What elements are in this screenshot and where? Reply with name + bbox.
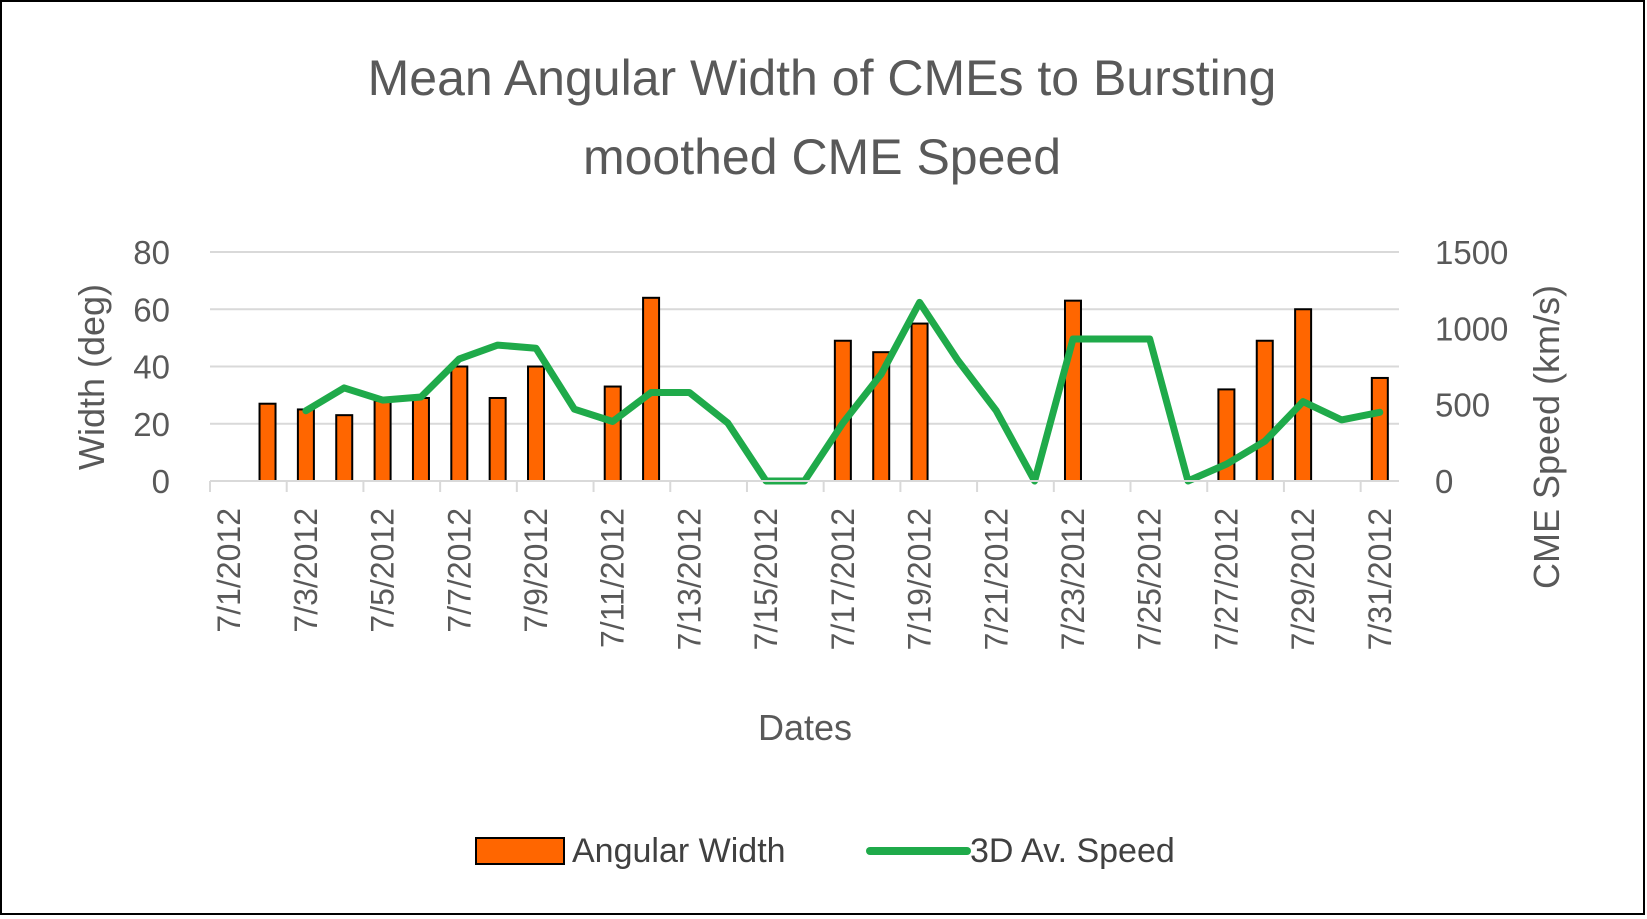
x-tick-label: 7/11/2012 bbox=[595, 508, 631, 648]
bar-angular-width bbox=[258, 402, 277, 482]
x-tick-label: 7/15/2012 bbox=[748, 508, 784, 650]
bar-angular-width bbox=[411, 396, 430, 482]
x-tick-label: 7/21/2012 bbox=[978, 508, 1014, 650]
chart-title-line-2: moothed CME Speed bbox=[583, 129, 1061, 185]
bar-angular-width bbox=[450, 365, 469, 482]
x-tick-label: 7/27/2012 bbox=[1208, 508, 1244, 650]
y-left-tick-label: 80 bbox=[133, 234, 170, 271]
bar-angular-width bbox=[1255, 339, 1274, 482]
x-tick-label: 7/7/2012 bbox=[441, 508, 477, 633]
y-left-tick-label: 60 bbox=[133, 291, 170, 328]
x-tick-label: 7/25/2012 bbox=[1132, 508, 1168, 650]
chart-title-line-1: Mean Angular Width of CMEs to Bursting bbox=[368, 50, 1277, 106]
legend-label-angular-width: Angular Width bbox=[572, 832, 786, 870]
bar-angular-width bbox=[910, 322, 929, 482]
axes: 0 20 40 60 80 0 500 1000 1500 7/1/2012 7/3/2012 7/5… bbox=[133, 234, 1508, 650]
line-3d-av-speed bbox=[302, 298, 1384, 485]
bar-series-angular-width bbox=[258, 296, 1389, 483]
legend-swatch-angular-width bbox=[475, 837, 565, 865]
bar-angular-width bbox=[1063, 299, 1082, 482]
x-tick-label: 7/5/2012 bbox=[365, 508, 401, 633]
bar-angular-width bbox=[1294, 308, 1313, 482]
x-tick-label: 7/19/2012 bbox=[902, 508, 938, 650]
legend-label-3d-av-speed: 3D Av. Speed bbox=[970, 832, 1175, 870]
x-tick-label: 7/1/2012 bbox=[211, 508, 247, 633]
y-right-tick-label: 500 bbox=[1435, 387, 1490, 424]
x-tick-label: 7/9/2012 bbox=[518, 508, 554, 633]
x-tick-label: 7/23/2012 bbox=[1055, 508, 1091, 650]
bar-angular-width bbox=[603, 385, 622, 483]
y-left-tick-label: 20 bbox=[133, 406, 170, 443]
x-tick-label: 7/29/2012 bbox=[1285, 508, 1321, 650]
bar-angular-width bbox=[373, 399, 392, 483]
y-left-tick-label: 0 bbox=[152, 463, 170, 500]
bar-angular-width bbox=[335, 414, 354, 483]
x-tick-label: 7/31/2012 bbox=[1362, 508, 1398, 650]
line-series-3d-av-speed bbox=[302, 298, 1384, 485]
bar-angular-width bbox=[296, 408, 315, 482]
bar-angular-width bbox=[527, 365, 546, 482]
y-left-tick-label: 40 bbox=[133, 349, 170, 386]
x-tick-label: 7/3/2012 bbox=[288, 508, 324, 633]
y-axis-left-title: Width (deg) bbox=[71, 284, 112, 470]
grid-lines bbox=[210, 251, 1399, 425]
bar-angular-width bbox=[1370, 376, 1389, 483]
y-right-tick-label: 0 bbox=[1435, 463, 1453, 500]
bar-angular-width bbox=[488, 396, 507, 482]
y-right-tick-label: 1000 bbox=[1435, 310, 1508, 347]
x-tick-label: 7/17/2012 bbox=[825, 508, 861, 650]
y-axis-right-title: CME Speed (km/s) bbox=[1526, 285, 1567, 589]
x-axis-title: Dates bbox=[758, 707, 852, 748]
x-tick-label: 7/13/2012 bbox=[671, 508, 707, 650]
y-right-tick-label: 1500 bbox=[1435, 234, 1508, 271]
legend: Angular Width 3D Av. Speed bbox=[475, 832, 1175, 870]
